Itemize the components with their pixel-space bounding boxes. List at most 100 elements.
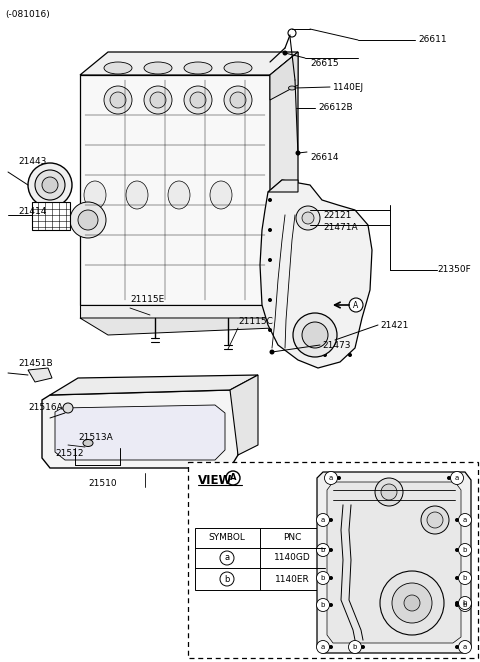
Text: 1140ER: 1140ER xyxy=(275,575,310,583)
Circle shape xyxy=(296,150,300,156)
Text: A: A xyxy=(353,301,359,310)
Bar xyxy=(188,462,478,658)
Circle shape xyxy=(269,350,275,354)
Bar xyxy=(32,202,70,230)
Circle shape xyxy=(78,210,98,230)
Polygon shape xyxy=(80,75,270,305)
Circle shape xyxy=(104,86,132,114)
Polygon shape xyxy=(327,482,461,643)
Text: 26615: 26615 xyxy=(310,60,338,68)
Text: 26612B: 26612B xyxy=(318,103,353,113)
Polygon shape xyxy=(80,52,298,75)
Text: SYMBOL: SYMBOL xyxy=(209,534,245,542)
Text: b: b xyxy=(463,602,467,608)
Circle shape xyxy=(348,641,361,653)
Text: 21513A: 21513A xyxy=(78,434,113,442)
Ellipse shape xyxy=(144,62,172,74)
Text: 1140GD: 1140GD xyxy=(274,553,311,563)
Circle shape xyxy=(224,86,252,114)
Circle shape xyxy=(316,571,329,585)
Text: a: a xyxy=(321,517,325,523)
Polygon shape xyxy=(268,180,298,192)
Circle shape xyxy=(455,645,459,649)
Circle shape xyxy=(268,228,272,232)
Circle shape xyxy=(337,476,341,480)
Circle shape xyxy=(296,206,320,230)
Circle shape xyxy=(392,583,432,623)
Text: b: b xyxy=(321,547,325,553)
Ellipse shape xyxy=(104,62,132,74)
Circle shape xyxy=(329,548,333,552)
Polygon shape xyxy=(270,52,298,305)
Circle shape xyxy=(70,202,106,238)
Text: b: b xyxy=(321,602,325,608)
Circle shape xyxy=(316,598,329,612)
Circle shape xyxy=(268,258,272,262)
Bar xyxy=(195,528,325,590)
Circle shape xyxy=(316,641,329,653)
Circle shape xyxy=(63,403,73,413)
Polygon shape xyxy=(260,180,372,368)
Text: 26611: 26611 xyxy=(418,36,446,44)
Polygon shape xyxy=(80,305,270,318)
Polygon shape xyxy=(317,472,471,653)
Circle shape xyxy=(268,328,272,332)
Text: b: b xyxy=(463,547,467,553)
Circle shape xyxy=(190,92,206,108)
Text: 21443: 21443 xyxy=(18,158,47,167)
Ellipse shape xyxy=(288,86,296,90)
Text: A: A xyxy=(230,473,236,483)
Polygon shape xyxy=(50,375,258,395)
Circle shape xyxy=(458,596,471,610)
Circle shape xyxy=(230,92,246,108)
Text: a: a xyxy=(455,475,459,481)
Circle shape xyxy=(329,603,333,607)
Text: 21115E: 21115E xyxy=(130,295,164,305)
Circle shape xyxy=(323,353,327,357)
Circle shape xyxy=(329,518,333,522)
Text: VIEW: VIEW xyxy=(198,473,232,487)
Text: a: a xyxy=(225,553,229,563)
Text: b: b xyxy=(463,575,467,581)
Circle shape xyxy=(184,86,212,114)
Text: 1140EJ: 1140EJ xyxy=(333,83,364,91)
Text: 21414: 21414 xyxy=(18,207,47,216)
Circle shape xyxy=(302,322,328,348)
Text: 22121: 22121 xyxy=(323,211,351,220)
Text: 26614: 26614 xyxy=(310,154,338,162)
Text: 21115C: 21115C xyxy=(238,318,273,326)
Circle shape xyxy=(316,514,329,526)
Text: 21473: 21473 xyxy=(322,340,350,350)
Circle shape xyxy=(458,544,471,557)
Text: b: b xyxy=(353,644,357,650)
Text: a: a xyxy=(463,644,467,650)
Text: 21350F: 21350F xyxy=(437,265,471,275)
Circle shape xyxy=(348,353,352,357)
Text: 21471A: 21471A xyxy=(323,224,358,232)
Ellipse shape xyxy=(210,181,232,209)
Text: 21510: 21510 xyxy=(88,479,117,487)
Circle shape xyxy=(455,601,459,605)
Text: (-081016): (-081016) xyxy=(5,9,50,19)
Circle shape xyxy=(329,645,333,649)
Circle shape xyxy=(458,641,471,653)
Circle shape xyxy=(268,298,272,302)
Circle shape xyxy=(110,92,126,108)
Circle shape xyxy=(458,514,471,526)
Circle shape xyxy=(361,645,365,649)
Circle shape xyxy=(28,163,72,207)
Circle shape xyxy=(283,50,288,56)
Text: b: b xyxy=(463,600,467,606)
Text: 21512: 21512 xyxy=(55,448,84,457)
Ellipse shape xyxy=(224,62,252,74)
Text: b: b xyxy=(224,575,230,583)
Circle shape xyxy=(380,571,444,635)
Circle shape xyxy=(42,177,58,193)
Circle shape xyxy=(455,576,459,580)
Polygon shape xyxy=(80,318,298,335)
Circle shape xyxy=(35,170,65,200)
Circle shape xyxy=(316,544,329,557)
Circle shape xyxy=(302,212,314,224)
Text: a: a xyxy=(463,517,467,523)
Circle shape xyxy=(455,603,459,607)
